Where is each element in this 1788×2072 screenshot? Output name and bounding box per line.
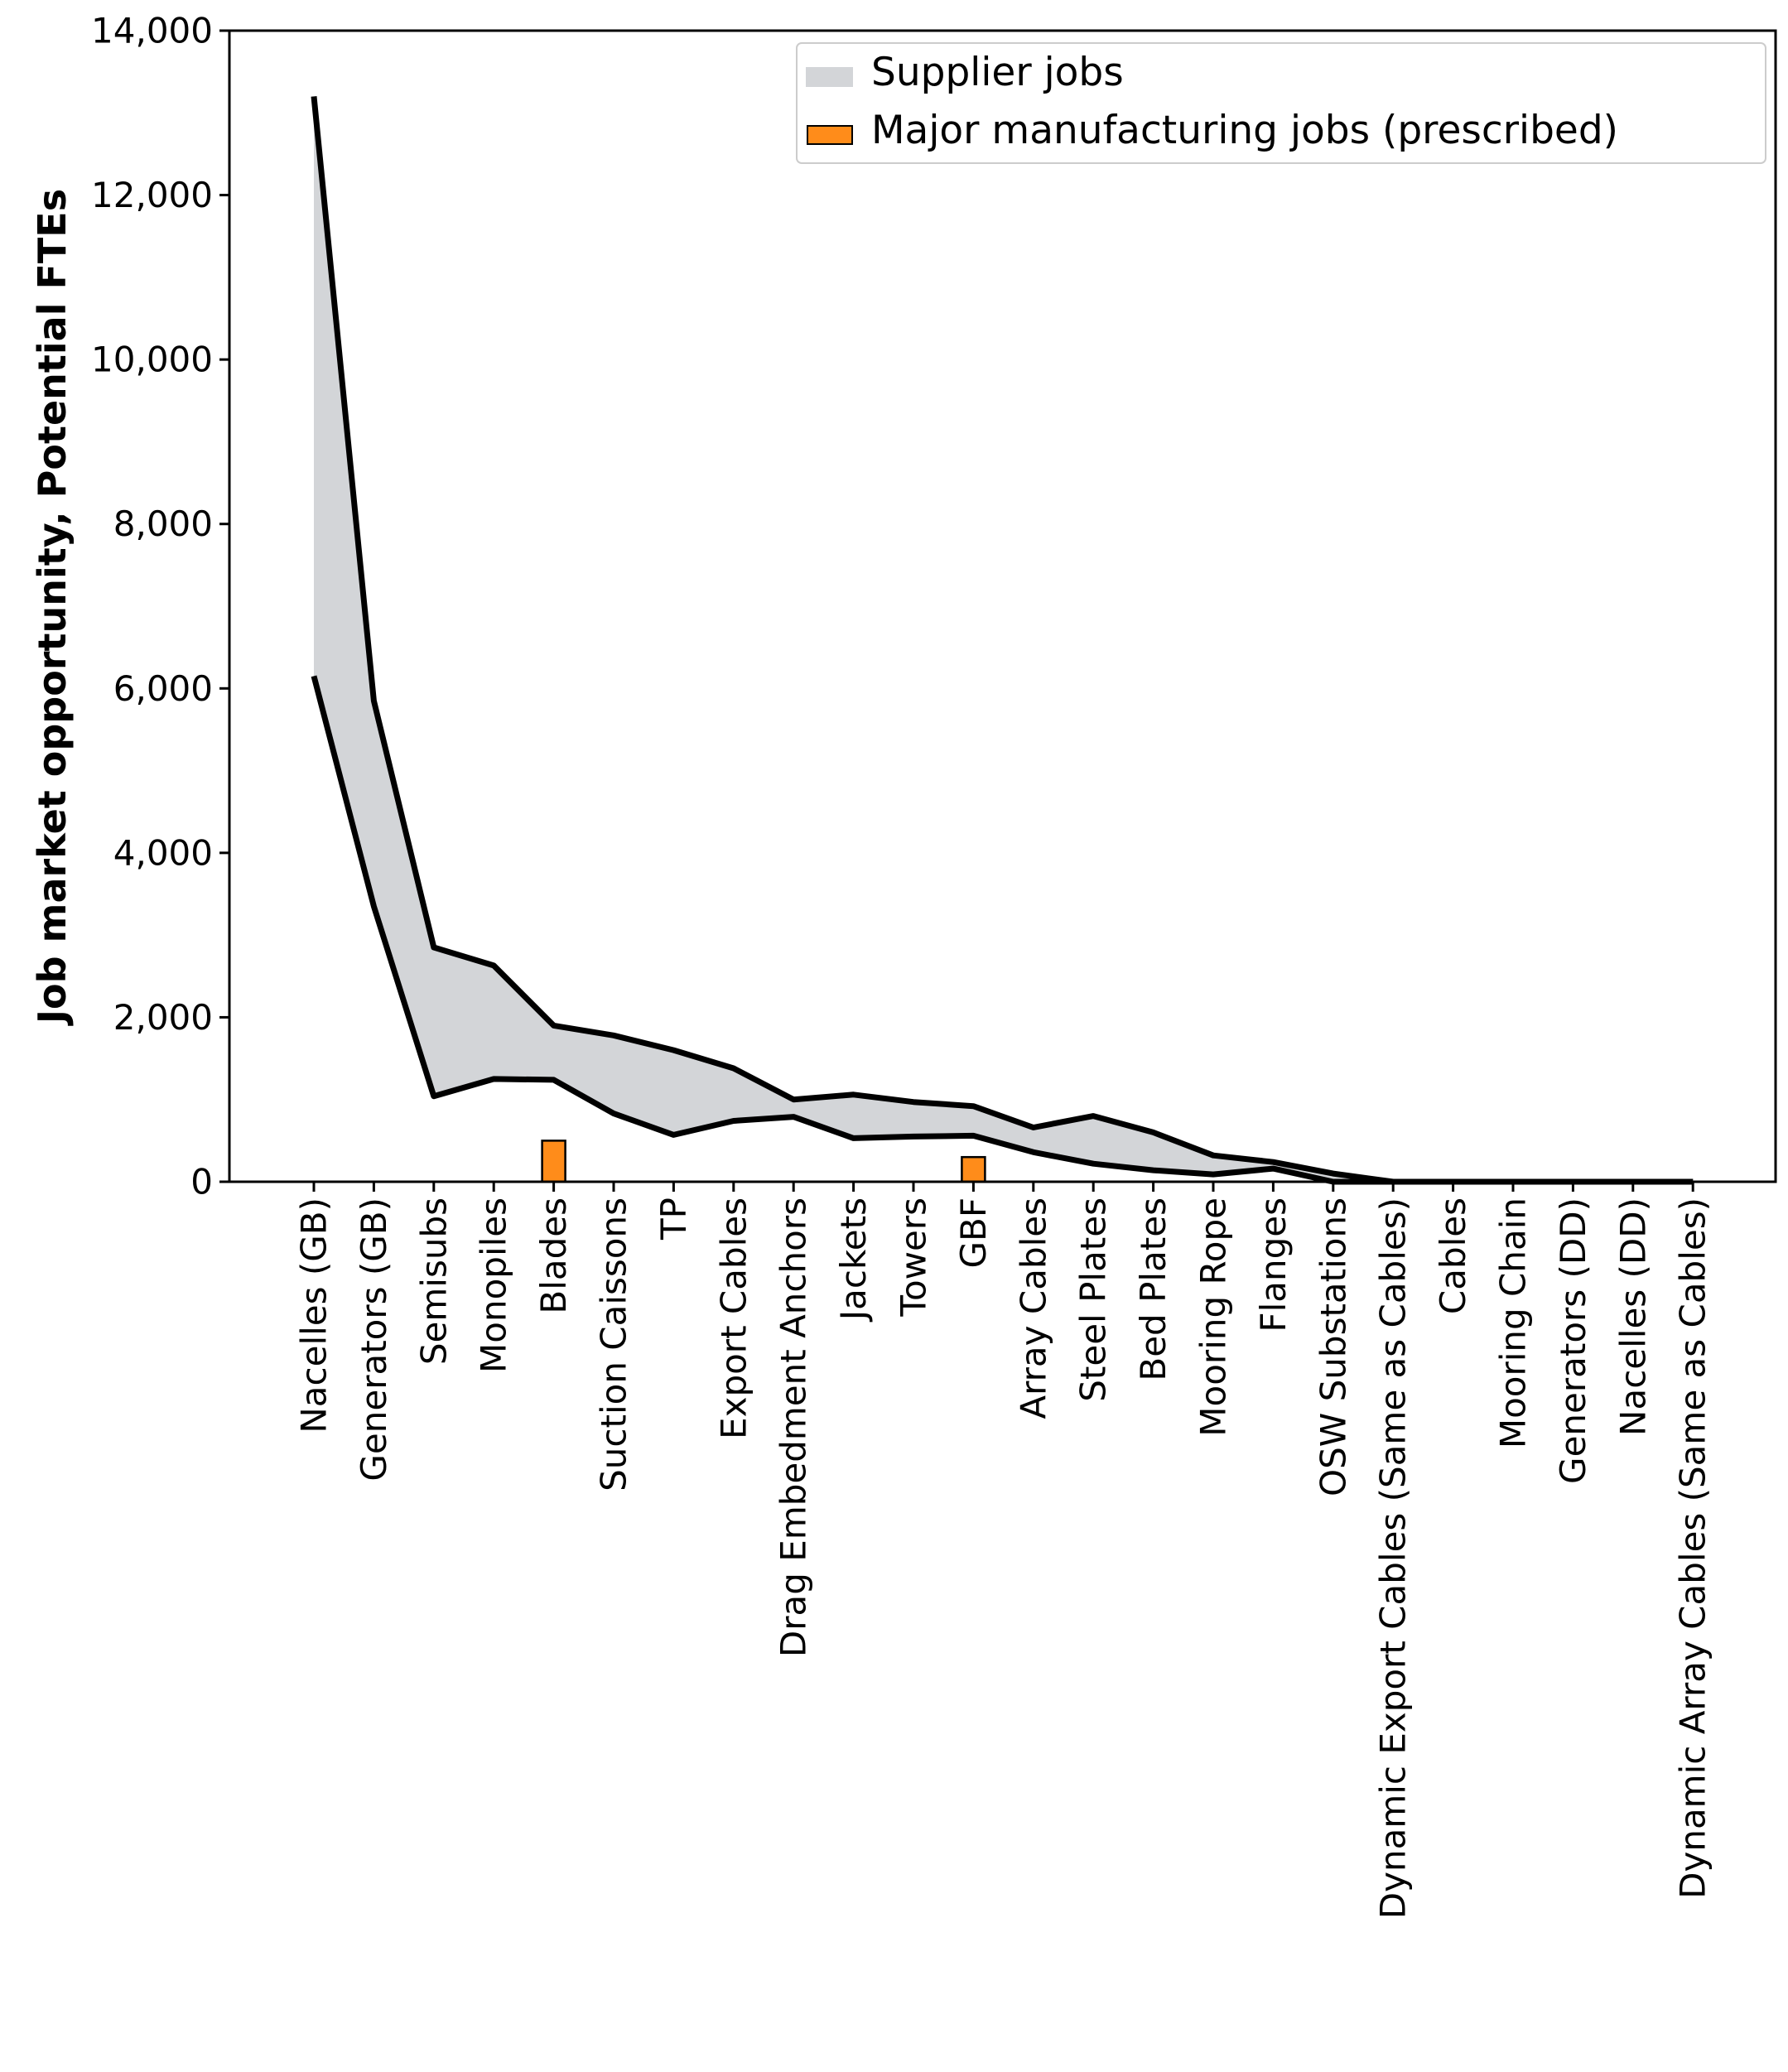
y-axis: 0 2,000 4,000 6,000 8,000 10,000 12,000 14,000 (91, 11, 229, 1202)
y-tick-label: 10,000 (91, 340, 213, 380)
x-tick-label: Cables (1433, 1197, 1473, 1314)
legend-swatch-supplier-jobs (806, 67, 853, 87)
y-tick-label: 0 (190, 1162, 213, 1202)
x-tick-label: Blades (533, 1197, 574, 1314)
x-tick-label: Monopiles (474, 1197, 514, 1373)
x-tick-label: Flanges (1253, 1197, 1294, 1332)
y-tick-label: 4,000 (113, 832, 213, 873)
supplier-jobs-band (314, 96, 1694, 1182)
x-tick-label: Bed Plates (1133, 1197, 1174, 1381)
legend-label-major-manufacturing: Major manufacturing jobs (prescribed) (871, 108, 1618, 153)
x-tick-label: Nacelles (GB) (294, 1197, 335, 1434)
manufacturing-bar (541, 1140, 566, 1183)
x-tick-label: Drag Embedment Anchors (774, 1197, 814, 1657)
legend: Supplier jobs Major manufacturing jobs (… (796, 42, 1766, 164)
x-tick-label: Dynamic Array Cables (Same as Cables) (1673, 1197, 1713, 1899)
legend-frame (796, 42, 1766, 164)
x-tick-label: TP (653, 1197, 694, 1241)
plot-area (311, 96, 1694, 1185)
manufacturing-bar (961, 1155, 986, 1183)
supplier-jobs-lower-line (311, 675, 1694, 1185)
legend-label-supplier-jobs: Supplier jobs (871, 50, 1124, 95)
y-axis-title: Job market opportunity, Potential FTEs (30, 189, 75, 1026)
x-tick-label: Export Cables (713, 1197, 754, 1439)
x-tick-label: OSW Substations (1313, 1197, 1353, 1496)
x-tick-label: GBF (953, 1197, 994, 1269)
x-tick-label: Towers (894, 1197, 934, 1318)
x-tick-label: Steel Plates (1073, 1197, 1114, 1402)
x-tick-label: Semisubs (413, 1197, 454, 1365)
x-tick-label: Array Cables (1013, 1197, 1053, 1419)
x-tick-label: Generators (DD) (1553, 1197, 1593, 1484)
y-tick-label: 14,000 (91, 11, 213, 51)
y-tick-label: 6,000 (113, 668, 213, 709)
x-tick-label: Dynamic Export Cables (Same as Cables) (1373, 1197, 1414, 1919)
x-tick-label: Mooring Rope (1193, 1197, 1234, 1437)
x-tick-label: Nacelles (DD) (1612, 1197, 1653, 1436)
legend-swatch-major-manufacturing (807, 125, 853, 145)
y-tick-label: 8,000 (113, 504, 213, 544)
x-tick-label: Jackets (833, 1197, 874, 1323)
x-tick-label: Mooring Chain (1493, 1197, 1534, 1448)
y-tick-label: 2,000 (113, 997, 213, 1038)
x-axis: Nacelles (GB) Generators (GB) Semisubs Mono… (294, 1182, 1713, 1919)
axes-frame (228, 29, 1777, 1183)
y-tick-label: 12,000 (91, 175, 213, 215)
x-tick-label: Generators (GB) (354, 1197, 394, 1482)
x-tick-label: Suction Caissons (594, 1197, 634, 1491)
